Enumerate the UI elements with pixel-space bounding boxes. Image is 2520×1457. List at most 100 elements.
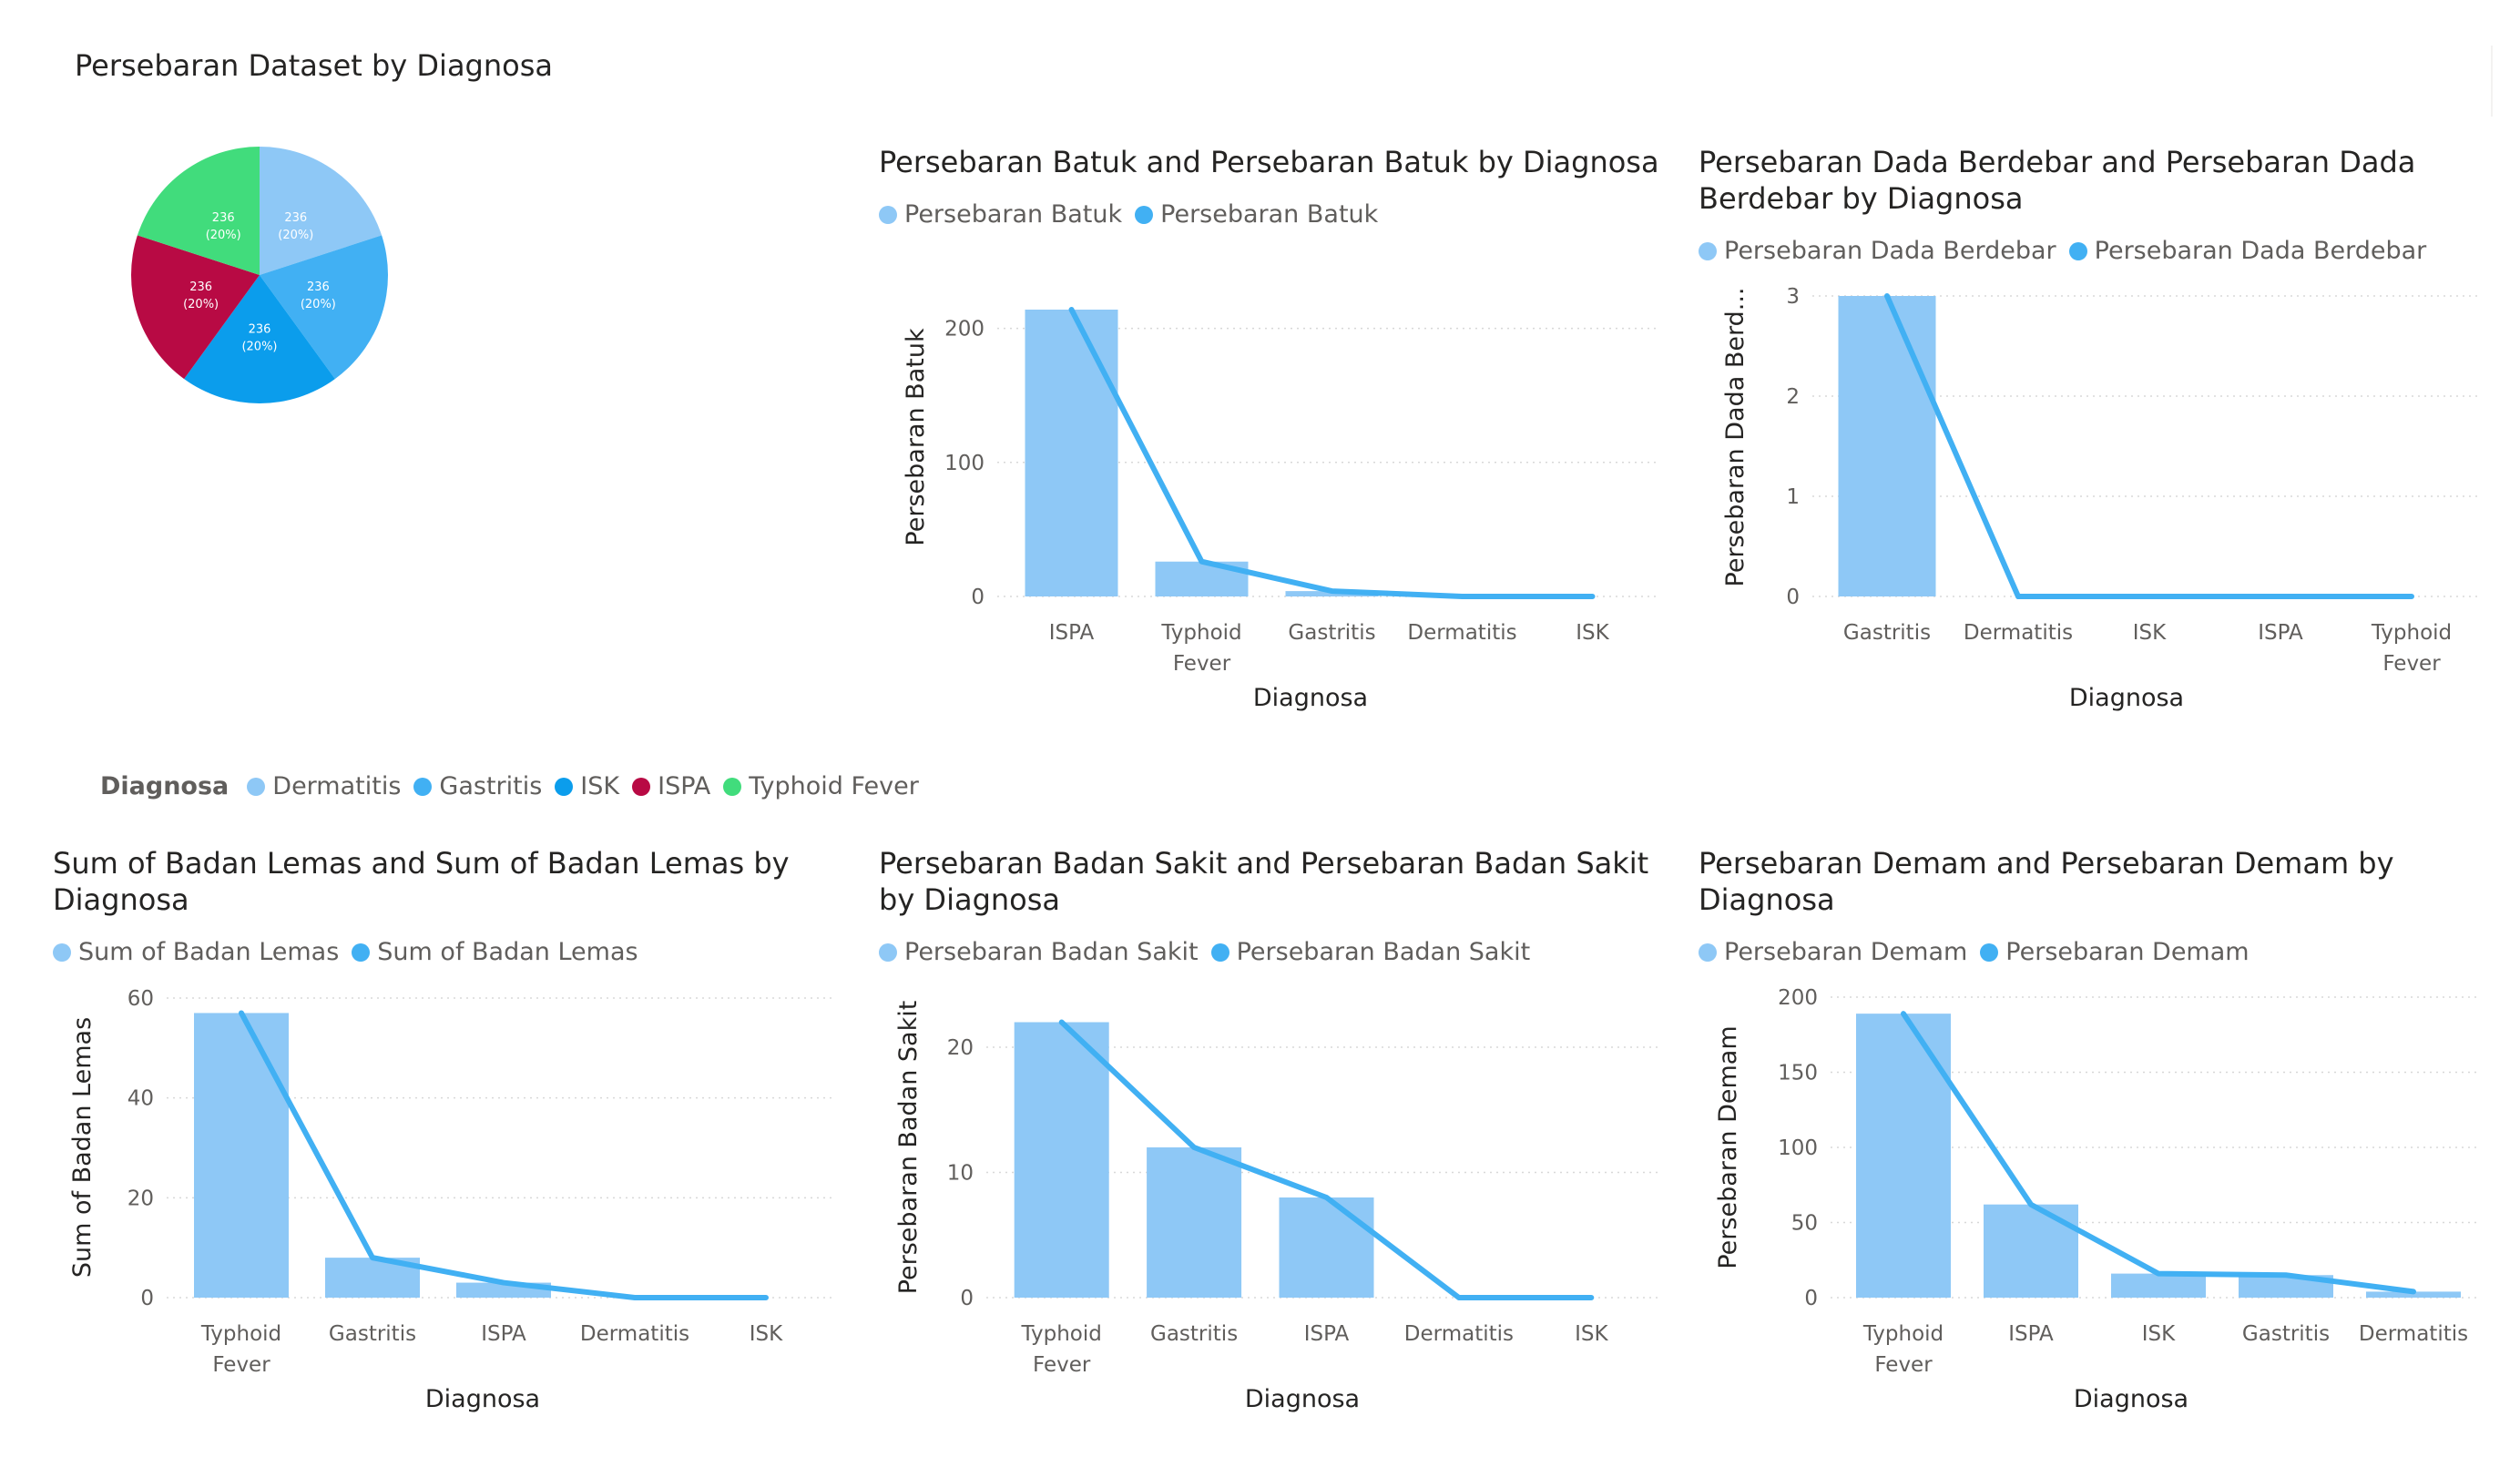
pie-slice-value-label: 236	[249, 323, 271, 337]
pie-slice-typhoid-fever[interactable]	[137, 147, 260, 275]
batuk-combo-chart[interactable]: 0 100 200 ISPA Typhoid Fever Gastritis Dermatit…	[879, 137, 1680, 738]
pie-legend-title: Diagnosa	[100, 772, 230, 800]
pie-legend-label: Typhoid Fever	[749, 772, 919, 800]
y-tick-label: 3	[1786, 285, 1800, 309]
legend-item-bar[interactable]: Persebaran Badan Sakit	[879, 938, 1199, 966]
legend-item-line[interactable]: Sum of Badan Lemas	[352, 938, 638, 966]
x-axis-title: Diagnosa	[1253, 684, 1368, 712]
x-tick-label: Gastritis	[1288, 621, 1375, 645]
legend-dot-icon	[555, 777, 574, 796]
x-tick-label: Dermatitis	[580, 1322, 689, 1346]
x-tick-label: ISPA	[481, 1322, 526, 1346]
badan-lemas-combo-chart[interactable]: 0 20 40 60 Typhoid Fever Gastritis ISPA Dermatit…	[53, 838, 854, 1448]
legend-label: Persebaran Badan Sakit	[904, 938, 1199, 966]
pie-slice-isk[interactable]	[184, 275, 335, 403]
x-tick-label: Typhoid	[200, 1322, 281, 1346]
bar-typhoid-fever	[194, 1013, 289, 1298]
y-axis-title: Sum of Badan Lemas	[68, 1017, 97, 1278]
chart-legend: Persebaran Badan Sakit Persebaran Badan …	[879, 938, 1543, 966]
y-tick-label: 60	[128, 987, 154, 1011]
pie-legend-item-typhoid-fever[interactable]: Typhoid Fever	[723, 772, 919, 800]
x-tick-label: Fever	[2382, 652, 2441, 676]
legend-dot-icon	[1699, 241, 1717, 260]
pie-slice-ispa[interactable]	[131, 235, 260, 380]
y-tick-label: 2	[1786, 385, 1800, 409]
x-tick-label: ISK	[1576, 621, 1609, 645]
dada-berdebar-combo-chart[interactable]: 0 1 2 3 Gastritis Dermatitis ISK ISPA Typhoid Fev…	[1699, 137, 2500, 738]
y-tick-label: 100	[944, 452, 985, 475]
y-tick-label: 1	[1786, 485, 1800, 509]
legend-dot-icon	[1135, 205, 1154, 224]
legend-dot-icon	[352, 942, 371, 962]
pie-slice-percent-label: (20%)	[183, 298, 219, 311]
chart-title: Persebaran Badan Sakit and Persebaran Ba…	[879, 846, 1649, 917]
y-tick-label: 150	[1778, 1062, 1818, 1085]
legend-label: Persebaran Demam	[2005, 938, 2250, 966]
legend-dot-icon	[723, 777, 742, 796]
x-tick-label: Typhoid	[1160, 621, 1241, 645]
x-tick-label: Fever	[212, 1353, 270, 1377]
pie-legend-item-isk[interactable]: ISK	[555, 772, 619, 800]
legend-dot-icon	[1699, 942, 1717, 962]
chart-legend: Persebaran Batuk Persebaran Batuk	[879, 200, 1391, 229]
chart-title: Sum of Badan Lemas and Sum of Badan Lema…	[53, 846, 790, 917]
bar-gastritis	[1147, 1147, 1242, 1298]
pie-legend-item-gastritis[interactable]: Gastritis	[413, 772, 542, 800]
bar-isk	[2111, 1273, 2206, 1298]
y-tick-label: 100	[1778, 1136, 1818, 1160]
chart-title: Persebaran Demam and Persebaran Demam by…	[1699, 846, 2394, 917]
legend-label: Persebaran Batuk	[1160, 200, 1379, 229]
pie-chart[interactable]: 236 (20%) 236 (20%) 236 (20%) 236 (20%) 236 (20%)	[55, 109, 874, 747]
bar-ispa	[1025, 310, 1118, 596]
pie-legend-item-dermatitis[interactable]: Dermatitis	[247, 772, 401, 800]
legend-item-line[interactable]: Persebaran Badan Sakit	[1210, 938, 1530, 966]
pie-slice-percent-label: (20%)	[301, 298, 336, 311]
x-tick-label: Dermatitis	[1964, 621, 2073, 645]
legend-dot-icon	[1980, 942, 1999, 962]
legend-item-line[interactable]: Persebaran Batuk	[1135, 200, 1378, 229]
legend-dot-icon	[879, 942, 897, 962]
legend-item-bar[interactable]: Sum of Badan Lemas	[53, 938, 339, 966]
bar-dermatitis	[2366, 1291, 2461, 1298]
pie-legend: Diagnosa Dermatitis Gastritis ISK ISPA T…	[100, 772, 932, 800]
badan-sakit-visual[interactable]: Persebaran Badan Sakit and Persebaran Ba…	[879, 838, 1680, 1448]
legend-item-bar[interactable]: Persebaran Demam	[1699, 938, 1967, 966]
x-tick-label: Gastritis	[1150, 1322, 1238, 1346]
y-tick-label: 10	[947, 1162, 974, 1186]
x-tick-label: ISK	[2142, 1322, 2176, 1346]
chart-legend: Persebaran Demam Persebaran Demam	[1699, 938, 2262, 966]
pie-visual[interactable]: Persebaran Dataset by Diagnosa 236 (20%) 2…	[55, 36, 919, 820]
batuk-visual[interactable]: Persebaran Batuk and Persebaran Batuk by…	[879, 137, 1680, 738]
y-tick-label: 0	[971, 586, 985, 609]
x-tick-label: ISK	[1575, 1322, 1608, 1346]
series-line	[1058, 1019, 1595, 1300]
badan-sakit-combo-chart[interactable]: 0 10 20 Typhoid Fever Gastritis ISPA Dermatitis…	[879, 838, 1680, 1448]
x-tick-label: ISK	[750, 1322, 783, 1346]
legend-dot-icon	[632, 777, 651, 796]
demam-visual[interactable]: Persebaran Demam and Persebaran Demam by…	[1699, 838, 2500, 1448]
chart-legend: Sum of Badan Lemas Sum of Badan Lemas	[53, 938, 651, 966]
legend-label: Persebaran Dada Berdebar	[2094, 237, 2427, 265]
page-edge-divider	[2491, 46, 2493, 117]
chart-legend: Persebaran Dada Berdebar Persebaran Dada…	[1699, 237, 2439, 265]
pie-slice-gastritis[interactable]	[260, 235, 388, 380]
x-axis-title: Diagnosa	[2074, 1385, 2188, 1413]
pie-slice-value-label: 236	[307, 280, 330, 294]
demam-combo-chart[interactable]: 0 50 100 150 200 Typhoid Fever ISPA ISK Gastritis…	[1699, 838, 2500, 1448]
legend-item-bar[interactable]: Persebaran Dada Berdebar	[1699, 237, 2056, 265]
legend-item-line[interactable]: Persebaran Dada Berdebar	[2068, 237, 2427, 265]
x-tick-label: Typhoid	[1021, 1322, 1102, 1346]
legend-item-bar[interactable]: Persebaran Batuk	[879, 200, 1122, 229]
x-tick-label: ISPA	[1304, 1322, 1350, 1346]
y-tick-label: 200	[944, 318, 985, 341]
pie-slice-dermatitis[interactable]	[260, 147, 383, 275]
x-tick-label: Typhoid	[1862, 1322, 1944, 1346]
pie-legend-item-ispa[interactable]: ISPA	[632, 772, 710, 800]
legend-item-line[interactable]: Persebaran Demam	[1980, 938, 2250, 966]
badan-lemas-visual[interactable]: Sum of Badan Lemas and Sum of Badan Lema…	[53, 838, 854, 1448]
legend-dot-icon	[413, 777, 433, 796]
pie-legend-label: ISPA	[658, 772, 711, 800]
x-tick-label: Fever	[1173, 652, 1231, 676]
dada-berdebar-visual[interactable]: Persebaran Dada Berdebar and Persebaran …	[1699, 137, 2500, 738]
pie-slice-percent-label: (20%)	[206, 229, 241, 242]
